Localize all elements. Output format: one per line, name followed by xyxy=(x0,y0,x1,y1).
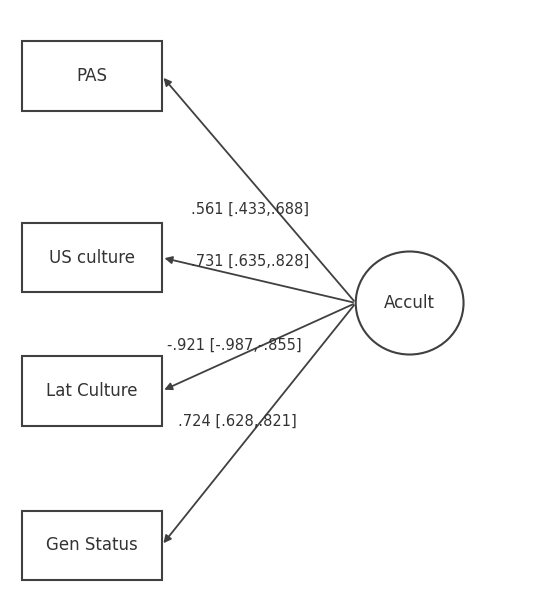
Text: -.921 [-.987,-.855]: -.921 [-.987,-.855] xyxy=(167,338,302,353)
Bar xyxy=(22,510,162,581)
Text: .724 [.628,.821]: .724 [.628,.821] xyxy=(178,414,296,428)
Text: .731 [.635,.828]: .731 [.635,.828] xyxy=(191,255,309,269)
Text: Accult: Accult xyxy=(384,294,435,312)
Text: US culture: US culture xyxy=(49,248,135,267)
Text: .561 [.433,.688]: .561 [.433,.688] xyxy=(191,202,309,216)
Text: Gen Status: Gen Status xyxy=(46,536,137,554)
Bar xyxy=(22,223,162,293)
Text: PAS: PAS xyxy=(76,67,107,85)
Bar xyxy=(22,356,162,425)
Bar xyxy=(22,41,162,110)
Text: Lat Culture: Lat Culture xyxy=(46,382,137,400)
